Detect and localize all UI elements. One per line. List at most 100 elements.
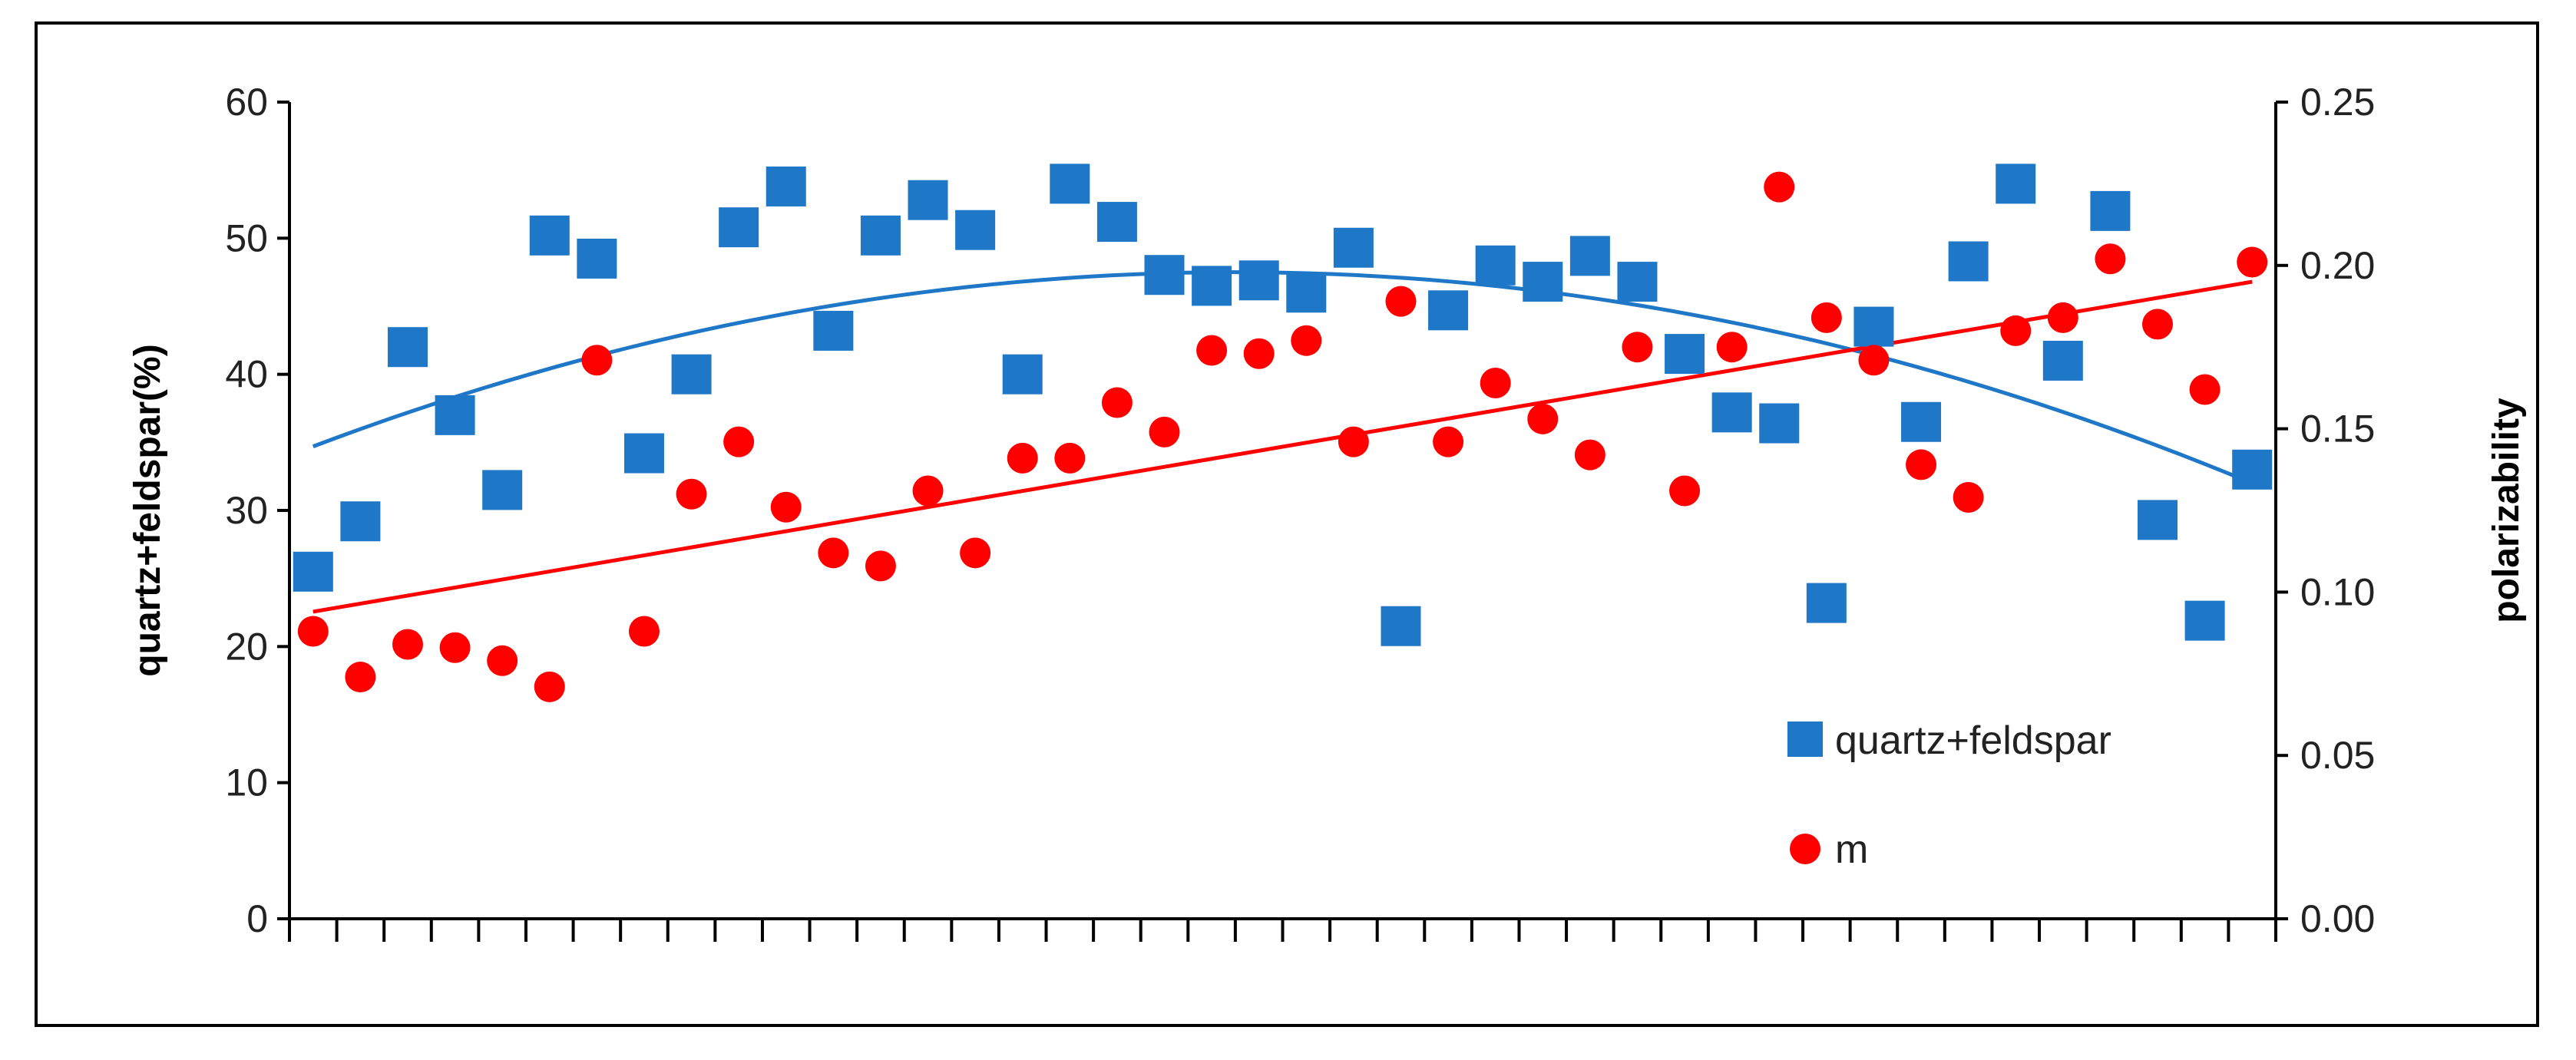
m-point [439,632,471,663]
m-point [723,426,755,457]
m-point [1054,442,1086,474]
m-point [1527,403,1559,434]
quartz-feldspar-point [1475,245,1516,286]
quartz-feldspar-point [1428,290,1469,331]
legend-label-quartz-feldspar: quartz+feldspar [1835,718,2111,763]
m-point [1716,332,1748,363]
quartz-feldspar-point [1381,606,1421,646]
quartz-feldspar-point [1617,262,1658,302]
m-point [2142,309,2174,340]
quartz-feldspar-point [1286,272,1327,313]
y-tick-label-left: 50 [225,216,268,259]
m-point [770,491,802,523]
m-point [1007,442,1038,474]
chart-frame [35,21,2539,1027]
quartz-feldspar-point [813,310,854,351]
m-point [676,478,707,510]
y-tick-label-left: 20 [225,625,268,668]
quartz-feldspar-point [1096,202,1137,243]
m-point [1385,286,1417,317]
m-point [960,537,991,569]
m-point [1574,439,1605,471]
quartz-feldspar-point [2138,500,2178,540]
quartz-feldspar-point [1665,334,1705,375]
data-markers [293,163,2273,702]
m-point [345,662,376,693]
quartz-feldspar-point [1711,392,1752,433]
quartz-feldspar-point [908,180,948,220]
m-point [628,616,660,647]
m-point [1622,332,1653,363]
legend: quartz+feldspar m [1787,718,2111,872]
m-point [1433,426,1464,457]
quartz-feldspar-point [1853,306,1894,347]
m-point [1243,338,1275,369]
m-point [1291,325,1322,356]
m-point [912,475,944,507]
m-point [487,645,518,676]
quartz-feldspar-point [623,433,664,474]
y-tick-label-left: 40 [225,353,268,396]
m-point [1101,387,1133,418]
quartz-feldspar-point [766,166,806,206]
trendlines [312,270,2254,614]
quartz-feldspar-point [860,215,901,256]
legend-marker-quartz-feldspar [1787,722,1823,757]
axes: 0 10 20 30 40 50 60 0.00 0.05 0.10 0.15 0.20 0.25 qua… [127,81,2527,942]
quartz-feldspar-point [1901,401,1942,442]
m-point [1196,335,1228,366]
y-tick-label-right: 0.15 [2300,408,2375,451]
y-tick-label-left: 60 [225,81,268,124]
m-point [1149,416,1180,447]
legend-label-m: m [1835,827,1868,872]
quartz-feldspar-point [2184,600,2225,641]
m-point [818,537,849,569]
m-point [1338,426,1369,457]
m-point [297,616,329,647]
y-tick-label-left: 10 [225,761,268,804]
m-point [1764,171,1795,203]
quartz-feldspar-point [955,210,996,250]
m-point [1906,449,1937,480]
y-tick-label-right: 0.05 [2300,734,2375,777]
m-point [1810,302,1842,333]
m-point [581,345,613,376]
y-tick-label-left: 0 [246,897,268,940]
quartz-feldspar-point [435,395,475,435]
m-point [2047,302,2078,333]
legend-marker-m [1790,834,1820,864]
quartz-feldspar-point [1144,255,1185,296]
m-point [534,671,565,702]
quartz-feldspar-point [1806,583,1847,623]
quartz-feldspar-point [1569,236,1610,276]
quartz-feldspar-point [340,501,381,542]
m-point [392,629,423,660]
m-point [1858,345,1890,376]
m-point [2189,374,2221,405]
quartz-feldspar-point [719,207,759,248]
quartz-feldspar-point [2090,190,2131,231]
y-tick-label-right: 0.25 [2300,81,2375,124]
quartz-feldspar-point [2232,449,2273,490]
quartz-feldspar-point [577,238,617,279]
quartz-feldspar-point [671,354,712,395]
m-point [865,550,896,582]
m-trendline [312,279,2253,614]
quartz-feldspar-point [482,470,523,510]
y-tick-label-left: 30 [225,489,268,532]
y-tick-label-right: 0.20 [2300,244,2375,287]
m-point [2237,246,2268,278]
quartz-feldspar-point [1523,262,1563,302]
quartz-feldspar-trendline [312,270,2254,485]
m-point [1953,481,1984,513]
quartz-feldspar-point [293,551,333,592]
y-axis-title-left: quartz+feldspar(%) [127,344,168,676]
quartz-feldspar-point [2042,340,2083,381]
m-point [1669,475,1701,507]
quartz-feldspar-point [1996,163,2036,204]
m-point [2095,243,2126,275]
m-point [2000,315,2032,346]
quartz-feldspar-point [529,215,570,256]
quartz-feldspar-point [1948,241,1989,282]
